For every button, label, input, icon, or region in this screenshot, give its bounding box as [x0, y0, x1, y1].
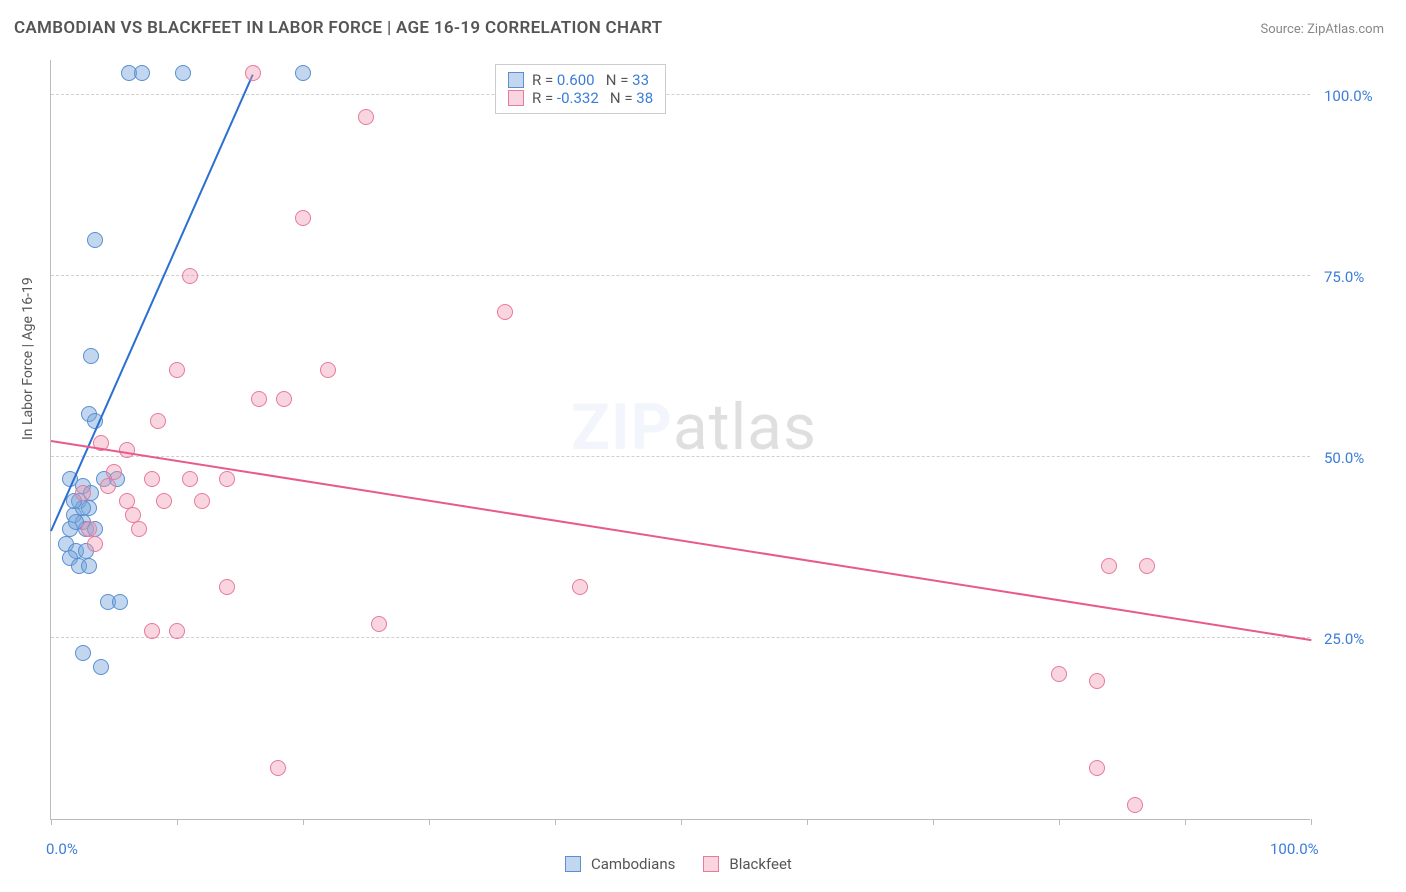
x-tick [555, 819, 556, 825]
data-point [1127, 797, 1143, 813]
watermark: ZIPatlas [571, 390, 817, 465]
x-tick [303, 819, 304, 825]
x-tick [807, 819, 808, 825]
data-point [175, 65, 191, 81]
data-point [572, 579, 588, 595]
data-point [100, 478, 116, 494]
data-point [150, 413, 166, 429]
legend-swatch [508, 72, 524, 88]
data-point [219, 471, 235, 487]
x-tick [933, 819, 934, 825]
data-point [1051, 666, 1067, 682]
legend-row: R = -0.332 N = 38 [508, 89, 653, 107]
correlation-legend: R = 0.600 N = 33R = -0.332 N = 38 [495, 64, 666, 114]
data-point [295, 210, 311, 226]
data-point [1089, 673, 1105, 689]
gridline [51, 275, 1310, 276]
data-point [169, 362, 185, 378]
trend-line [50, 75, 253, 532]
y-tick-label: 50.0% [1324, 449, 1364, 467]
data-point [182, 268, 198, 284]
x-tick [1311, 819, 1312, 825]
data-point [125, 507, 141, 523]
gridline [51, 94, 1310, 95]
y-axis-label: In Labor Force | Age 16-19 [20, 277, 36, 440]
data-point [144, 623, 160, 639]
legend-swatch [703, 856, 719, 872]
data-point [358, 109, 374, 125]
legend-row: R = 0.600 N = 33 [508, 71, 653, 89]
data-point [270, 760, 286, 776]
x-tick [177, 819, 178, 825]
data-point [1089, 760, 1105, 776]
data-point [87, 232, 103, 248]
data-point [83, 348, 99, 364]
data-point [219, 579, 235, 595]
legend-swatch [508, 90, 524, 106]
data-point [169, 623, 185, 639]
x-tick [51, 819, 52, 825]
x-tick [681, 819, 682, 825]
data-point [320, 362, 336, 378]
source-label: Source: ZipAtlas.com [1260, 22, 1384, 37]
legend-label: Cambodians [591, 855, 675, 873]
data-point [295, 65, 311, 81]
data-point [112, 594, 128, 610]
watermark-atlas: atlas [673, 390, 817, 465]
gridline [51, 456, 1310, 457]
data-point [194, 493, 210, 509]
series-legend: Cambodians Blackfeet [565, 855, 810, 873]
data-point [245, 65, 261, 81]
y-tick-label: 75.0% [1324, 268, 1364, 286]
watermark-zip: ZIP [571, 390, 673, 465]
x-tick [429, 819, 430, 825]
data-point [119, 442, 135, 458]
data-point [134, 65, 150, 81]
legend-text: R = 0.600 N = 33 [532, 71, 649, 89]
data-point [81, 558, 97, 574]
data-point [497, 304, 513, 320]
data-point [131, 521, 147, 537]
gridline [51, 637, 1310, 638]
data-point [87, 536, 103, 552]
data-point [1101, 558, 1117, 574]
data-point [276, 391, 292, 407]
trend-line [51, 440, 1311, 641]
data-point [75, 485, 91, 501]
data-point [93, 659, 109, 675]
x-tick-label: 0.0% [46, 840, 78, 858]
y-tick-label: 25.0% [1324, 630, 1364, 648]
legend-text: R = -0.332 N = 38 [532, 89, 653, 107]
chart-title: CAMBODIAN VS BLACKFEET IN LABOR FORCE | … [14, 18, 662, 38]
legend-label: Blackfeet [729, 855, 791, 873]
legend-swatch [565, 856, 581, 872]
x-tick [1059, 819, 1060, 825]
x-tick-label: 100.0% [1270, 840, 1319, 858]
data-point [144, 471, 160, 487]
data-point [182, 471, 198, 487]
plot-area: ZIPatlas [50, 60, 1310, 820]
data-point [251, 391, 267, 407]
y-tick-label: 100.0% [1324, 87, 1373, 105]
data-point [1139, 558, 1155, 574]
data-point [75, 645, 91, 661]
data-point [371, 616, 387, 632]
data-point [156, 493, 172, 509]
x-tick [1185, 819, 1186, 825]
